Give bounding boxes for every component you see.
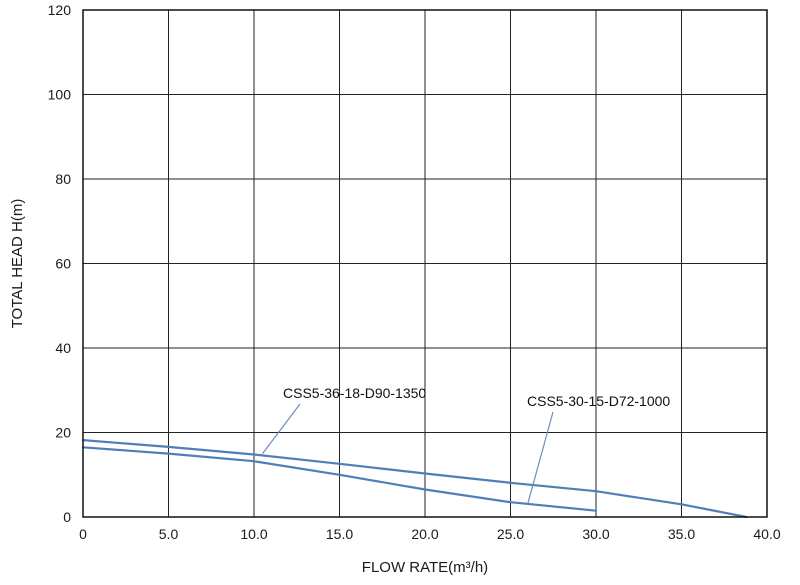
x-tick-label: 35.0: [668, 526, 695, 542]
annotation-leader-line: [527, 411, 554, 505]
x-tick-label: 40.0: [753, 526, 780, 542]
series-line-2: [81, 446, 598, 512]
x-tick-label: 5.0: [159, 526, 179, 542]
y-tick-label: 40: [55, 340, 71, 356]
series-annotation-label: CSS5-36-18-D90-1350: [283, 385, 426, 401]
x-axis-title: FLOW RATE(m³/h): [362, 559, 488, 576]
tick-labels: 0 5.0 10.0 15.0 20.0 25.0 30.0 35.0 40.0 0 20 40 60 8…: [48, 2, 781, 542]
x-tick-label: 15.0: [326, 526, 353, 542]
plot-frame: [82, 9, 768, 518]
y-tick-label: 0: [63, 509, 71, 525]
y-tick-label: 20: [55, 425, 71, 441]
y-tick-label: 120: [48, 2, 72, 18]
y-tick-label: 100: [48, 87, 72, 103]
annotations: CSS5-36-18-D90-1350 CSS5-30-15-D72-1000: [262, 385, 670, 505]
series-annotation-label: CSS5-30-15-D72-1000: [527, 393, 670, 409]
series-lines: [81, 439, 748, 519]
y-tick-label: 60: [55, 256, 71, 272]
x-tick-label: 25.0: [497, 526, 524, 542]
y-tick-label: 80: [55, 171, 71, 187]
x-tick-label: 30.0: [582, 526, 609, 542]
x-tick-label: 20.0: [411, 526, 438, 542]
grid: [82, 9, 768, 518]
x-tick-label: 0: [79, 526, 87, 542]
x-tick-label: 10.0: [240, 526, 267, 542]
series-line-1: [81, 439, 748, 519]
y-axis-title: TOTAL HEAD H(m): [9, 199, 26, 329]
annotation-leader-line: [262, 403, 301, 454]
